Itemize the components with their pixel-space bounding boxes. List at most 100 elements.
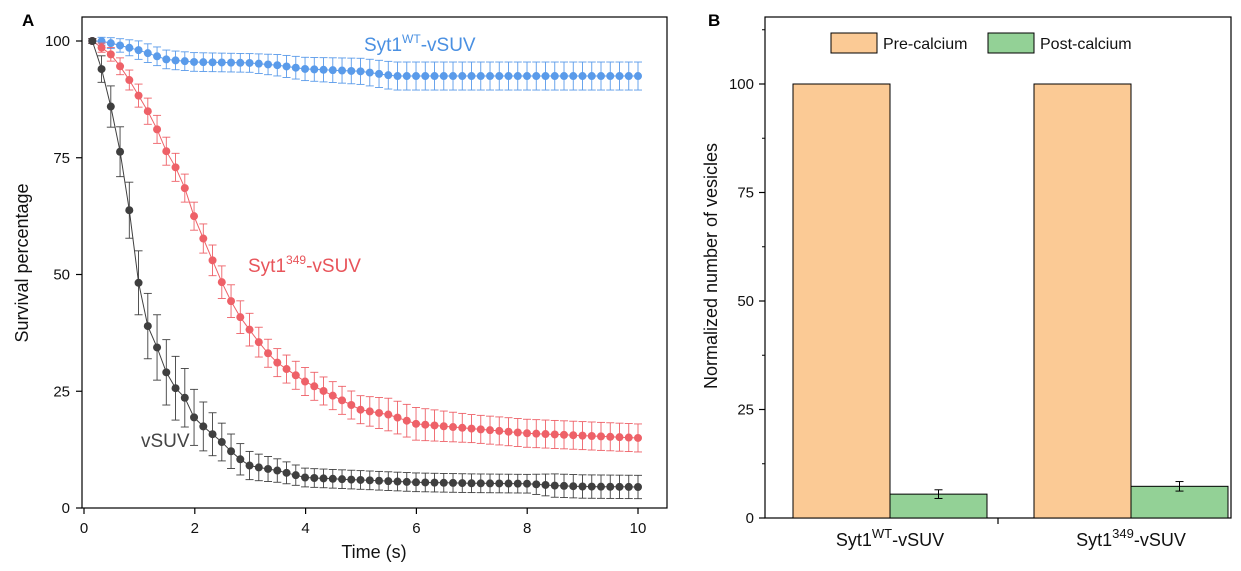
data-point: [439, 422, 448, 431]
data-point: [569, 72, 578, 81]
data-point: [412, 478, 421, 487]
y-tick-label: 75: [737, 185, 754, 202]
x-tick-label: 4: [301, 520, 309, 537]
data-point: [208, 256, 217, 265]
x-tick-label: 0: [80, 520, 88, 537]
data-point: [476, 425, 485, 434]
data-point: [412, 419, 421, 428]
data-point: [171, 384, 180, 393]
data-point: [125, 43, 134, 52]
y-tick-label: 0: [62, 500, 70, 517]
data-point: [606, 482, 615, 491]
data-point: [560, 481, 569, 490]
y-tick-label: 0: [746, 510, 754, 527]
data-point: [597, 72, 606, 81]
chart-b-ticks: 0 25 50 75 100: [729, 29, 999, 527]
data-point: [634, 433, 642, 442]
data-point: [578, 431, 587, 440]
data-point: [264, 60, 273, 69]
data-point: [513, 479, 522, 488]
data-point: [486, 72, 495, 81]
data-point: [328, 474, 337, 483]
category-label-syt1349-tail: -vSUV: [1134, 530, 1186, 550]
data-point: [273, 61, 282, 70]
y-tick-label: 75: [53, 150, 70, 167]
series-vsuv: [88, 37, 642, 500]
data-point: [106, 39, 115, 48]
chart-a-marks: [88, 36, 642, 500]
data-point: [458, 423, 467, 432]
data-point: [254, 59, 263, 68]
annotation-vsuv: vSUV: [141, 431, 190, 452]
data-point: [402, 72, 411, 81]
data-point: [310, 65, 319, 74]
data-point: [504, 427, 513, 436]
data-point: [532, 480, 541, 489]
data-point: [143, 107, 152, 116]
data-point: [180, 57, 189, 66]
data-point: [476, 72, 485, 81]
data-point: [495, 72, 504, 81]
data-point: [97, 43, 106, 52]
data-point: [393, 72, 402, 81]
data-point: [550, 430, 559, 439]
data-point: [449, 478, 458, 487]
data-point: [458, 72, 467, 81]
annotation-syt1349-sup: 349: [286, 253, 306, 267]
data-point: [301, 64, 310, 73]
data-point: [393, 413, 402, 422]
data-point: [347, 475, 356, 484]
legend-swatch-pre-calcium: [830, 32, 878, 54]
data-point: [143, 322, 152, 331]
data-point: [624, 72, 633, 81]
data-point: [180, 393, 189, 402]
data-point: [338, 66, 347, 75]
data-point: [106, 50, 115, 59]
data-point: [560, 430, 569, 439]
data-point: [393, 477, 402, 486]
data-point: [347, 401, 356, 410]
data-point: [88, 37, 97, 45]
legend-label-pre-calcium: Pre-calcium: [883, 36, 967, 53]
y-tick-label: 100: [45, 33, 70, 50]
data-point: [587, 72, 596, 81]
data-point: [541, 430, 550, 439]
data-point: [319, 65, 328, 74]
data-point: [578, 482, 587, 491]
data-point: [171, 56, 180, 65]
data-point: [615, 72, 624, 81]
data-point: [97, 65, 106, 74]
data-point: [504, 479, 513, 488]
data-point: [328, 66, 337, 75]
data-point: [282, 62, 291, 71]
data-point: [116, 41, 125, 50]
chart-b: 0 25 50 75 100 Normalized number of vesicles…: [701, 16, 1232, 550]
data-point: [310, 382, 319, 391]
data-point: [125, 206, 134, 215]
data-point: [606, 432, 615, 441]
data-point: [365, 68, 374, 77]
data-point: [199, 234, 208, 243]
data-point: [291, 471, 300, 480]
data-point: [624, 433, 633, 442]
data-point: [236, 313, 245, 322]
data-point: [199, 58, 208, 67]
data-point: [134, 91, 143, 100]
data-point: [421, 72, 430, 81]
data-point: [116, 147, 125, 156]
y-tick-label: 25: [53, 383, 70, 400]
data-point: [439, 478, 448, 487]
data-point: [338, 475, 347, 484]
data-point: [541, 480, 550, 489]
data-point: [153, 125, 162, 134]
data-point: [291, 371, 300, 380]
bar-pre-calcium: [792, 83, 891, 519]
data-point: [624, 482, 633, 491]
data-point: [532, 72, 541, 81]
data-point: [569, 431, 578, 440]
data-point: [273, 466, 282, 475]
data-point: [190, 413, 199, 422]
data-point: [513, 428, 522, 437]
category-label-syt1wt-base: Syt1: [836, 530, 872, 550]
